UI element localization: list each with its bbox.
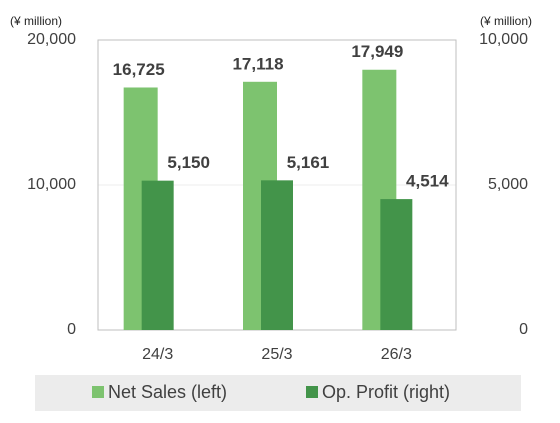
legend-box <box>35 375 521 411</box>
bar <box>141 180 174 330</box>
y2-tick-label: 5,000 <box>488 176 528 193</box>
value-label: 16,725 <box>113 60 165 79</box>
legend-label: Net Sales (left) <box>108 382 227 402</box>
x-tick-label: 25/3 <box>261 346 292 363</box>
y2-tick-label: 0 <box>519 321 528 338</box>
value-label: 5,150 <box>167 153 210 172</box>
bar <box>261 180 293 330</box>
y2-tick-label: 10,000 <box>479 31 528 48</box>
legend-swatch <box>306 386 318 398</box>
y-tick-label: 0 <box>67 321 76 338</box>
y-tick-label: 20,000 <box>27 31 76 48</box>
value-label: 17,118 <box>232 54 283 73</box>
legend-label: Op. Profit (right) <box>322 382 450 402</box>
value-label: 17,949 <box>351 42 403 61</box>
x-tick-label: 26/3 <box>381 346 412 363</box>
legend-swatch <box>92 386 104 398</box>
x-tick-label: 24/3 <box>142 346 173 363</box>
y-axis-unit: (¥ million) <box>10 14 62 28</box>
bar <box>380 199 413 330</box>
y-tick-label: 10,000 <box>27 176 76 193</box>
y2-axis-unit: (¥ million) <box>480 14 532 28</box>
value-label: 5,161 <box>287 153 330 172</box>
value-label: 4,514 <box>406 172 449 191</box>
